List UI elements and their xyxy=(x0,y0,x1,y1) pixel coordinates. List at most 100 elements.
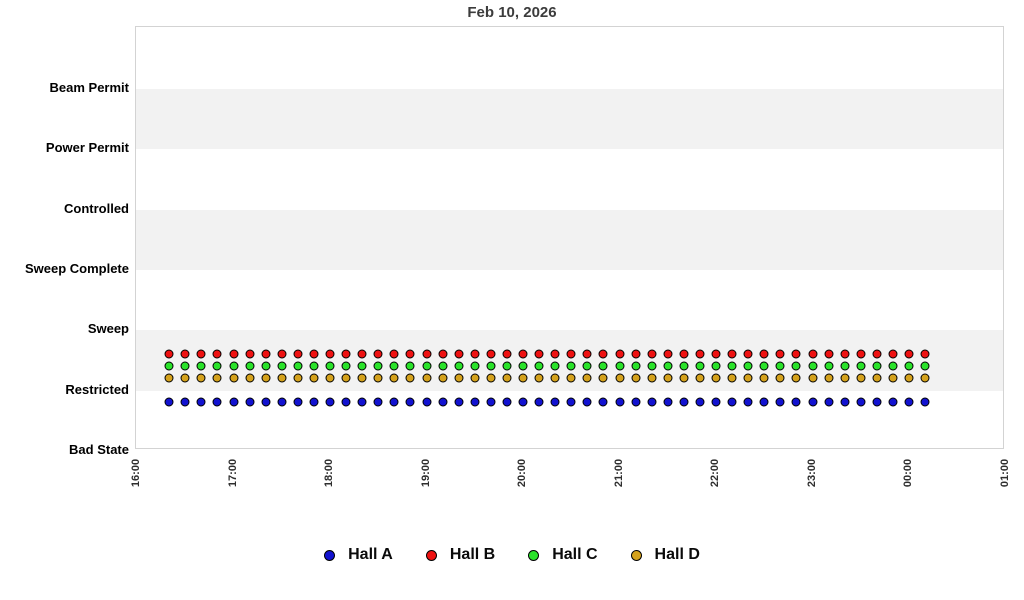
data-point-hall-c xyxy=(920,361,930,370)
data-point-hall-c xyxy=(422,361,431,370)
data-point-hall-a xyxy=(856,397,866,407)
data-point-hall-b xyxy=(727,349,737,358)
data-point-hall-a xyxy=(502,397,512,407)
data-point-hall-a xyxy=(791,397,801,407)
data-point-hall-c xyxy=(245,361,255,370)
data-point-hall-b xyxy=(229,349,238,358)
data-point-hall-a xyxy=(904,397,914,407)
data-point-hall-b xyxy=(582,349,592,358)
y-axis-label: Sweep Complete xyxy=(24,260,129,276)
data-point-hall-d xyxy=(422,373,431,382)
y-axis-label: Power Permit xyxy=(45,140,129,156)
data-point-hall-b xyxy=(679,349,689,358)
data-point-hall-d xyxy=(357,373,367,382)
data-point-hall-c xyxy=(180,361,190,370)
data-point-hall-b xyxy=(470,349,480,358)
data-point-hall-c xyxy=(904,361,914,370)
data-point-hall-a xyxy=(888,397,898,407)
x-tick-label: 18:00 xyxy=(323,458,335,488)
data-point-hall-a xyxy=(711,397,721,407)
data-point-hall-c xyxy=(470,361,480,370)
data-point-hall-d xyxy=(631,373,641,382)
data-point-hall-d xyxy=(791,373,801,382)
data-point-hall-b xyxy=(389,349,399,358)
data-point-hall-d xyxy=(454,373,464,382)
data-point-hall-c xyxy=(502,361,512,370)
data-point-hall-a xyxy=(164,397,174,407)
data-point-hall-a xyxy=(582,397,592,407)
data-point-hall-b xyxy=(438,349,448,358)
data-point-hall-c xyxy=(727,361,737,370)
data-point-hall-a xyxy=(293,397,303,407)
data-point-hall-d xyxy=(438,373,448,382)
chart-title: Feb 10, 2026 xyxy=(467,4,557,21)
data-point-hall-a xyxy=(277,397,287,407)
data-point-hall-d xyxy=(743,373,753,382)
data-point-hall-c xyxy=(872,361,882,370)
data-point-hall-b xyxy=(261,349,271,358)
data-point-hall-d xyxy=(325,373,335,382)
data-point-hall-a xyxy=(373,397,383,407)
data-point-hall-b xyxy=(341,349,351,358)
data-point-hall-d xyxy=(373,373,383,382)
legend-item-hall-b: Hall B xyxy=(425,546,496,564)
data-point-hall-c xyxy=(550,361,560,370)
data-point-hall-c xyxy=(164,361,174,370)
data-point-hall-b xyxy=(775,349,785,358)
data-point-hall-c xyxy=(663,361,673,370)
legend-marker-hall-d xyxy=(630,549,642,561)
data-point-hall-a xyxy=(808,397,817,407)
data-point-hall-a xyxy=(212,397,222,407)
data-point-hall-a xyxy=(631,397,641,407)
data-point-hall-a xyxy=(422,397,431,407)
data-point-hall-b xyxy=(872,349,882,358)
data-point-hall-d xyxy=(180,373,190,382)
data-point-hall-a xyxy=(663,397,673,407)
data-point-hall-a xyxy=(759,397,769,407)
data-point-hall-c xyxy=(261,361,271,370)
plot-area xyxy=(135,26,1004,449)
data-point-hall-a xyxy=(438,397,448,407)
data-point-hall-c xyxy=(598,361,608,370)
data-point-hall-b xyxy=(856,349,866,358)
y-axis-label: Restricted xyxy=(65,381,129,397)
data-point-hall-b xyxy=(502,349,512,358)
data-point-hall-a xyxy=(261,397,271,407)
data-point-hall-b xyxy=(920,349,930,358)
legend-label-hall-c: Hall C xyxy=(552,546,598,563)
data-point-hall-b xyxy=(711,349,721,358)
data-point-hall-c xyxy=(389,361,399,370)
data-point-hall-d xyxy=(245,373,255,382)
data-point-hall-c xyxy=(293,361,303,370)
data-point-hall-b xyxy=(791,349,801,358)
data-point-hall-a xyxy=(775,397,785,407)
data-point-hall-c xyxy=(824,361,834,370)
data-point-hall-b xyxy=(566,349,576,358)
data-point-hall-a xyxy=(470,397,480,407)
data-point-hall-b xyxy=(325,349,335,358)
data-point-hall-b xyxy=(373,349,383,358)
legend-label-hall-b: Hall B xyxy=(449,546,496,563)
data-point-hall-c xyxy=(373,361,383,370)
data-point-hall-d xyxy=(389,373,399,382)
legend-marker-hall-a xyxy=(324,549,336,561)
data-point-hall-c xyxy=(518,361,528,370)
data-point-hall-b xyxy=(245,349,255,358)
data-point-hall-c xyxy=(357,361,367,370)
data-point-hall-b xyxy=(212,349,222,358)
data-point-hall-d xyxy=(920,373,930,382)
data-point-hall-a xyxy=(325,397,335,407)
data-point-hall-a xyxy=(454,397,464,407)
legend-item-hall-d: Hall D xyxy=(630,546,700,564)
data-point-hall-d xyxy=(502,373,512,382)
data-point-hall-c xyxy=(325,361,335,370)
data-point-hall-d xyxy=(663,373,673,382)
data-point-hall-c xyxy=(631,361,641,370)
data-point-hall-d xyxy=(808,373,817,382)
data-point-hall-b xyxy=(695,349,705,358)
data-point-hall-b xyxy=(647,349,657,358)
legend-marker-hall-b xyxy=(425,549,437,561)
y-axis-label: Beam Permit xyxy=(49,80,129,95)
x-tick-label: 01:00 xyxy=(998,458,1011,488)
